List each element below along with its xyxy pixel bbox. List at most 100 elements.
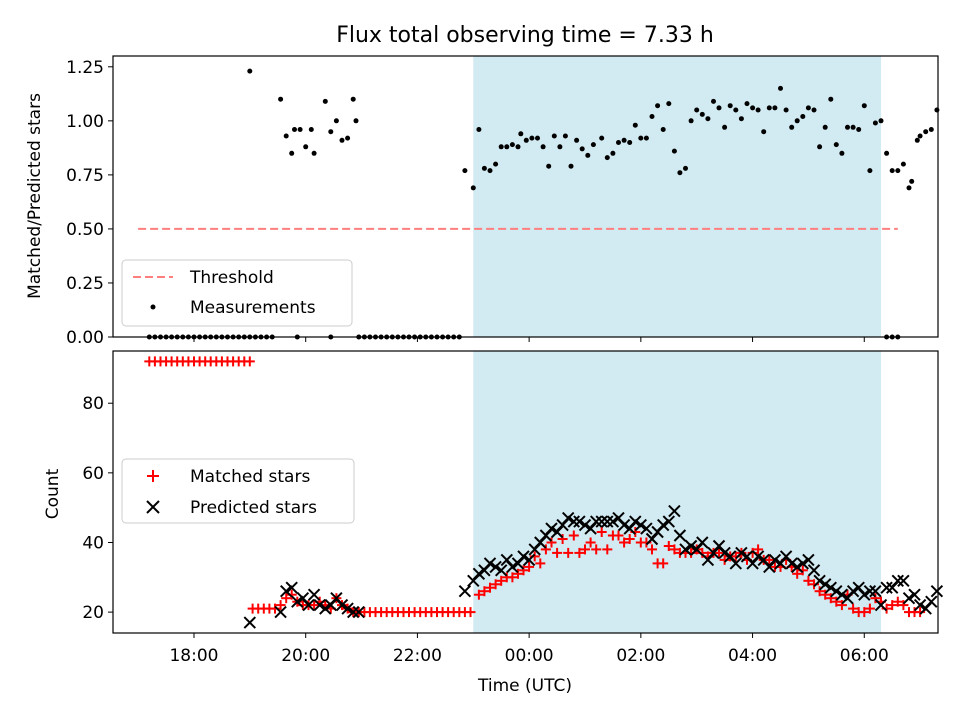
measurement-point (493, 161, 499, 167)
measurement-point (297, 127, 303, 132)
measurement-point (585, 152, 591, 158)
predicted-star-point (517, 550, 530, 563)
matched-star-point (870, 593, 881, 604)
matched-star-point (518, 565, 529, 576)
measurement-point (833, 142, 839, 148)
matched-star-point (602, 544, 613, 555)
predicted-star-point (729, 557, 743, 570)
matched-star-point (831, 596, 842, 607)
matched-star-point (764, 554, 775, 565)
matched-star-point (596, 527, 607, 537)
measurement-point (333, 118, 339, 124)
x-tick-label: 20:00 (281, 646, 330, 666)
matched-star-point (552, 547, 563, 558)
measurement-point (671, 148, 677, 154)
measurement-point (487, 168, 493, 174)
measurement-point (872, 120, 878, 126)
measurement-point (604, 155, 610, 161)
matched-star-point (647, 544, 657, 555)
measurement-point (498, 144, 504, 150)
matched-star-point (574, 547, 585, 558)
predicted-star-point (718, 546, 731, 560)
matched-star-point (898, 600, 909, 611)
measurement-point (303, 144, 309, 150)
top-ticks-layer: 0.00 0.25 0.50 0.75 1.00 1.25 (66, 58, 865, 348)
top-observing-window (473, 56, 882, 337)
predicted-star-point (291, 595, 304, 608)
measurement-point (733, 107, 739, 113)
measurement-point (800, 114, 806, 119)
measurement-point (557, 144, 563, 150)
predicted-star-point (751, 550, 765, 563)
predicted-star-point (696, 536, 709, 549)
matched-star-point (496, 575, 507, 586)
measurement-point (867, 168, 873, 174)
matched-star-point (557, 534, 568, 544)
predicted-star-point (807, 564, 821, 577)
measurement-point (568, 163, 574, 169)
predicted-star-point (522, 553, 536, 567)
legend-threshold-label: Threshold (189, 268, 274, 288)
measurement-point (856, 127, 862, 132)
predicted-star-point (858, 588, 871, 601)
predicted-star-point (818, 578, 832, 591)
measurement-point (794, 118, 800, 124)
predicted-star-point (668, 504, 681, 518)
measurement-point (515, 144, 521, 150)
measurement-point (643, 135, 649, 141)
predicted-star-point (897, 574, 910, 588)
measurement-point (909, 178, 915, 184)
measurement-point (789, 124, 795, 130)
measurement-point (632, 122, 638, 128)
predicted-star-point (307, 588, 321, 601)
predicted-star-point (802, 553, 815, 567)
x-tick-label: 02:00 (616, 646, 665, 666)
predicted-star-point (656, 518, 670, 532)
x-axis-label: Time (UTC) (477, 676, 572, 696)
matched-star-point (820, 589, 831, 600)
legend-measurements-swatch (150, 304, 156, 310)
measurement-point (811, 107, 817, 113)
measurement-point (722, 124, 728, 130)
bottom-y-tick-label: 20 (82, 603, 104, 623)
matched-star-point (864, 603, 875, 614)
matched-star-point (281, 593, 292, 604)
measurement-point (705, 116, 711, 122)
predicted-star-point (285, 581, 298, 594)
matched-star-point (479, 586, 490, 597)
matched-star-point (563, 547, 574, 558)
measurement-point (783, 107, 789, 113)
predicted-star-point (494, 564, 508, 577)
matched-star-point (825, 593, 836, 604)
measurement-point (772, 105, 778, 111)
measurement-point (616, 140, 621, 145)
predicted-star-point (830, 584, 843, 598)
measurement-point (716, 105, 722, 111)
predicted-star-point (634, 518, 648, 532)
measurement-point (688, 118, 694, 124)
predicted-star-point (835, 588, 849, 601)
measurement-point (914, 137, 920, 143)
bottom-axes-frame (112, 350, 939, 634)
predicted-star-point (785, 557, 798, 570)
measurement-point (711, 98, 716, 104)
measurement-point (923, 129, 929, 135)
bottom-predicted-layer (243, 504, 944, 629)
measurement-point (540, 144, 546, 150)
predicted-star-point (790, 560, 804, 574)
matched-star-point (669, 544, 680, 555)
measurement-point (649, 114, 655, 119)
bottom-y-tick-label: 80 (82, 394, 104, 414)
predicted-star-point (824, 581, 838, 594)
measurement-point (655, 103, 661, 109)
measurement-point (828, 96, 834, 102)
predicted-star-point (863, 584, 877, 598)
measurement-point (839, 150, 845, 156)
predicted-star-point (846, 584, 860, 598)
measurement-point (817, 144, 823, 150)
measurement-point (755, 107, 761, 113)
predicted-star-point (606, 515, 620, 528)
predicted-star-point (352, 605, 366, 619)
measurement-point (660, 127, 666, 132)
